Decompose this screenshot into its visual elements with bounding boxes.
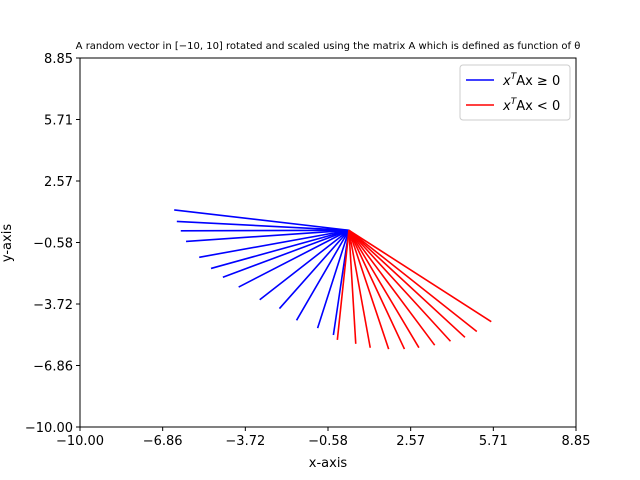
vector-line-red (348, 229, 492, 323)
y-tick-label: 2.57 (44, 175, 73, 190)
vector-line-blue (210, 229, 350, 270)
vector-line-red (348, 230, 372, 348)
y-tick-label: −10.00 (25, 421, 73, 436)
legend-label-negative-x: x (502, 99, 511, 114)
vector-line-blue (222, 229, 350, 278)
y-axis-ticks: −10.00 −6.86 −3.72 −0.58 2.57 5.71 8.85 (25, 52, 80, 436)
vector-line-red (348, 230, 357, 344)
legend-label-negative-sup: T (511, 97, 518, 107)
legend-label-nonnegative-rest: Ax ≥ 0 (516, 74, 560, 89)
vector-line-red (348, 229, 452, 342)
x-tick-label: −10.00 (56, 434, 104, 449)
legend-label-nonnegative-sup: T (511, 72, 518, 82)
vector-line-red (348, 229, 406, 350)
y-tick-label: −6.86 (33, 360, 73, 375)
y-tick-label: 8.85 (44, 52, 73, 67)
vector-line-blue (316, 230, 350, 329)
vector-line-blue (199, 229, 350, 259)
y-tick-label: −3.72 (33, 298, 73, 313)
legend-label-negative: xTAx < 0 (502, 97, 560, 114)
y-tick-label: −0.58 (33, 237, 73, 252)
vector-line-blue (180, 229, 349, 232)
y-tick-label: 5.71 (44, 114, 73, 129)
legend-label-nonnegative: xTAx ≥ 0 (502, 72, 560, 89)
vector-line-red (348, 229, 420, 349)
vector-line-blue (259, 229, 350, 301)
x-tick-label: −3.72 (225, 434, 265, 449)
x-tick-label: −6.86 (143, 434, 183, 449)
plot-area-frame (79, 57, 577, 428)
vector-line-red (348, 230, 390, 350)
vector-line-blue (176, 220, 349, 232)
vector-line-blue (295, 229, 350, 321)
legend-label-nonnegative-x: x (502, 74, 511, 89)
y-axis-label: y-axis (0, 224, 15, 262)
x-tick-label: 8.85 (562, 434, 591, 449)
vector-line-red (348, 229, 478, 333)
x-axis-label: x-axis (309, 456, 348, 471)
vector-line-red (336, 230, 350, 340)
vector-line-red (348, 229, 436, 346)
vector-line-blue (238, 229, 350, 288)
legend-box (459, 64, 571, 121)
vector-line-blue (278, 229, 350, 310)
vector-lines (174, 209, 492, 350)
x-tick-label: 5.71 (479, 434, 508, 449)
x-tick-label: −0.58 (308, 434, 348, 449)
legend-label-negative-rest: Ax < 0 (516, 99, 560, 114)
chart-title: A random vector in [−10, 10] rotated and… (76, 41, 581, 52)
vector-line-blue (174, 209, 350, 232)
x-tick-label: 2.57 (396, 434, 425, 449)
vector-line-red (348, 229, 466, 338)
vector-line-blue (185, 229, 349, 243)
legend: xTAx ≥ 0 xTAx < 0 (459, 64, 571, 121)
x-axis-ticks: −10.00 −6.86 −3.72 −0.58 2.57 5.71 8.85 (56, 427, 591, 449)
